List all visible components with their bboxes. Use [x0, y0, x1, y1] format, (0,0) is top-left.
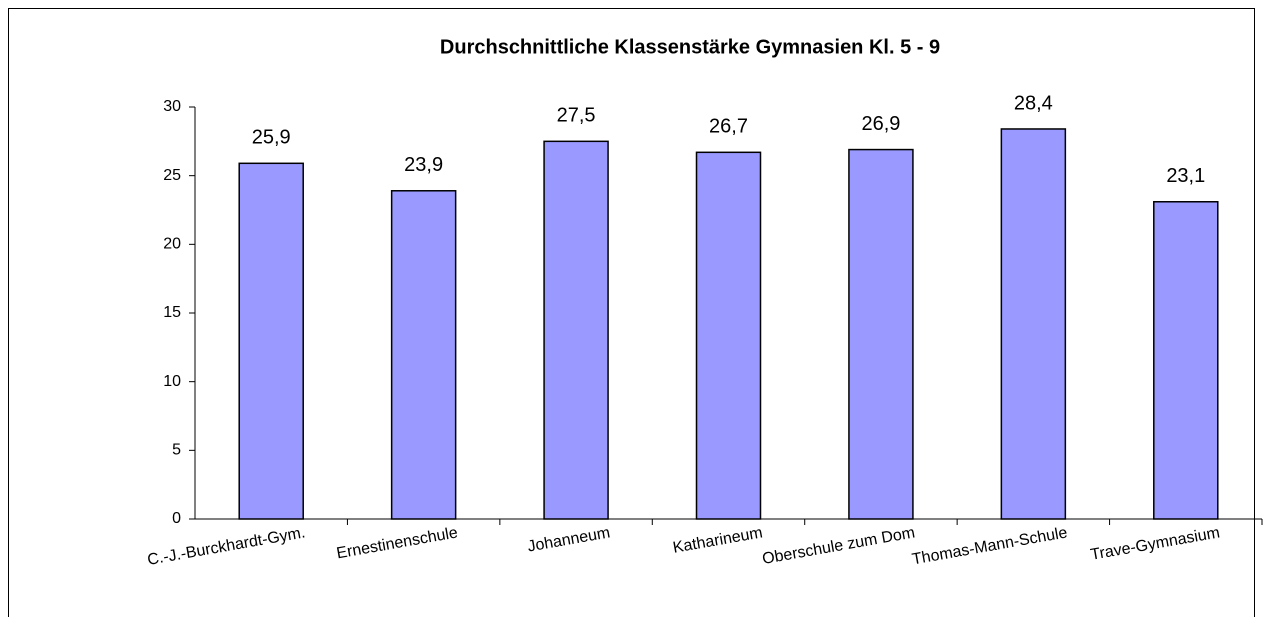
- bar: [1000, 128, 1067, 520]
- bar: [848, 148, 914, 520]
- bar: [238, 162, 304, 520]
- y-tick-label: 0: [172, 510, 181, 527]
- data-label: 23,1: [1166, 165, 1205, 187]
- data-label: 26,7: [709, 116, 748, 138]
- data-label: 23,9: [404, 154, 443, 176]
- data-label: 25,9: [252, 127, 291, 149]
- y-tick-label: 25: [163, 167, 181, 184]
- chart-title: Durchschnittliche Klassenstärke Gymnasie…: [440, 36, 940, 58]
- bar: [1153, 201, 1219, 520]
- y-tick-label: 10: [163, 373, 181, 390]
- y-tick-label: 30: [163, 98, 181, 115]
- data-label: 27,5: [557, 105, 596, 127]
- bar: [543, 140, 609, 520]
- y-tick-label: 20: [163, 236, 181, 253]
- data-label: 26,9: [861, 113, 900, 135]
- bar: [390, 190, 457, 520]
- data-label: 28,4: [1014, 92, 1053, 114]
- y-tick-label: 5: [172, 442, 181, 459]
- y-tick-label: 15: [163, 304, 181, 321]
- bar: [695, 151, 762, 520]
